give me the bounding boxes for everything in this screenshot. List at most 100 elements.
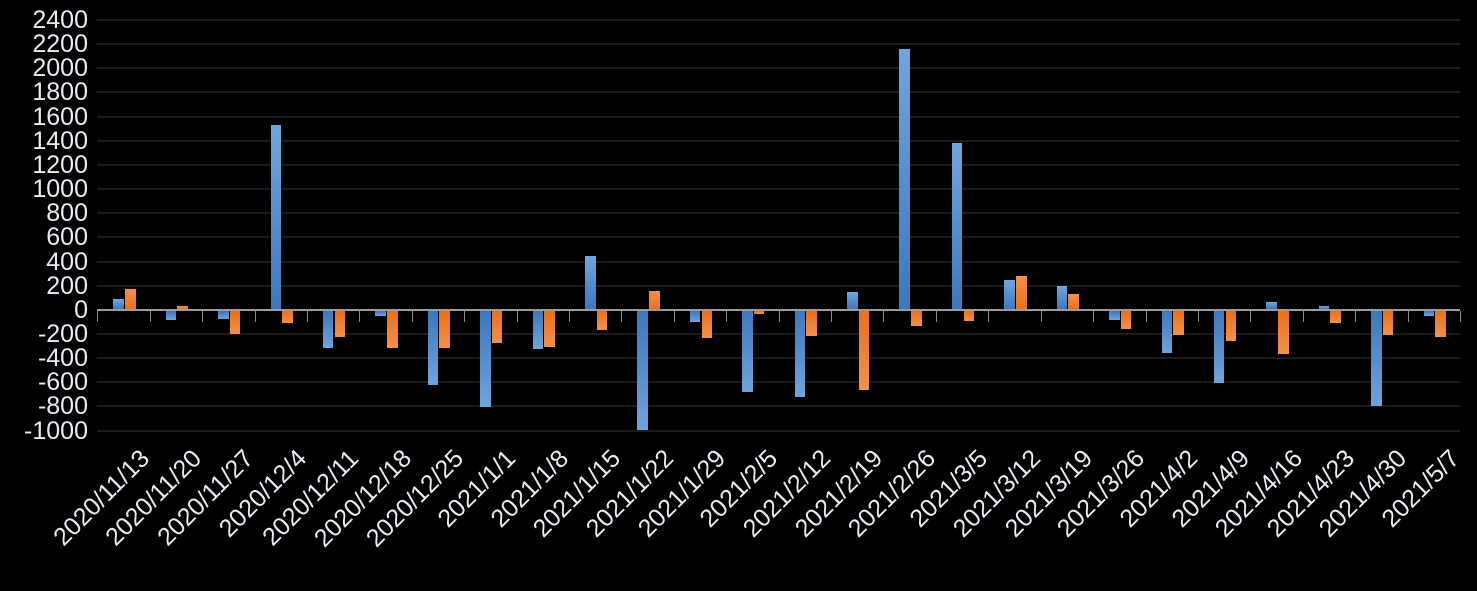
bar-blue [1056, 286, 1068, 309]
gridline [97, 332, 1460, 335]
y-axis-label: 2200 [32, 30, 88, 59]
bar-orange [1382, 310, 1394, 335]
y-axis-label: -600 [37, 368, 88, 397]
bar-orange [753, 310, 765, 314]
bar-blue [1371, 310, 1382, 407]
bar-blue [1109, 310, 1120, 320]
axis-tick [935, 310, 937, 322]
bar-blue [270, 125, 282, 309]
bar-orange [858, 310, 870, 391]
axis-tick [411, 310, 413, 322]
bar-blue [1161, 310, 1173, 354]
axis-tick [831, 310, 833, 322]
bar-orange [439, 310, 450, 349]
bar-orange [596, 310, 608, 331]
y-axis-label: 1600 [32, 102, 88, 131]
y-axis-label: 1800 [32, 78, 88, 107]
axis-tick [1040, 310, 1042, 322]
bar-orange [282, 310, 293, 323]
bar-blue [532, 310, 544, 350]
bar-blue [689, 310, 701, 322]
gridline [97, 405, 1460, 408]
bar-blue [427, 310, 439, 386]
axis-tick [149, 310, 151, 322]
axis-tick [1407, 310, 1409, 322]
y-axis-label: -200 [37, 319, 88, 348]
bar-orange [1068, 293, 1079, 309]
axis-tick [726, 310, 728, 322]
bar-orange [334, 310, 346, 337]
bar-orange [1225, 310, 1237, 341]
bar-blue [322, 310, 334, 348]
bar-blue [1266, 301, 1277, 309]
gridline [97, 429, 1460, 432]
axis-tick [1355, 310, 1357, 322]
bar-orange [387, 310, 398, 349]
bar-blue [1423, 310, 1435, 317]
bar-blue [165, 310, 177, 321]
axis-tick [1145, 310, 1147, 322]
gridline [97, 188, 1460, 191]
axis-tick [1197, 310, 1199, 322]
gridline [97, 212, 1460, 215]
y-axis-label: 800 [46, 199, 88, 228]
y-axis-label: 1200 [32, 150, 88, 179]
bar-orange [963, 310, 975, 322]
axis-tick [883, 310, 885, 322]
bar-orange [911, 310, 922, 327]
axis-tick [516, 310, 518, 322]
axis-tick [569, 310, 570, 322]
bar-blue [480, 310, 491, 408]
bar-orange [491, 310, 503, 343]
gridline [97, 236, 1460, 239]
y-axis-label: -1000 [24, 416, 88, 445]
bar-blue [794, 310, 806, 398]
y-axis-label: 400 [46, 247, 88, 276]
y-axis-label: 2400 [32, 6, 88, 34]
bar-orange [229, 310, 241, 335]
bar-orange [649, 291, 660, 309]
bar-blue [1004, 280, 1015, 309]
axis-tick [988, 310, 990, 322]
bar-blue [847, 292, 858, 309]
bar-blue [113, 299, 124, 309]
bar-orange [1435, 310, 1446, 337]
bar-orange [544, 310, 555, 348]
bar-orange [1278, 310, 1289, 355]
bar-orange [1120, 310, 1132, 329]
y-axis-label: 600 [46, 223, 88, 252]
bar-blue [742, 310, 753, 392]
axis-tick [464, 310, 466, 322]
axis-tick [306, 310, 308, 322]
y-axis-label: 200 [46, 271, 88, 300]
bar-orange [177, 305, 188, 309]
axis-tick [673, 310, 675, 322]
gridline [97, 19, 1460, 21]
bar-orange [1173, 310, 1184, 335]
gridline [97, 357, 1460, 360]
axis-tick [778, 310, 780, 322]
y-axis-label: -800 [37, 392, 88, 421]
gridline [97, 91, 1460, 94]
axis-tick [1093, 310, 1095, 322]
axis-tick [359, 310, 361, 322]
gridline [97, 284, 1460, 287]
axis-tick [1302, 310, 1304, 322]
axis-tick [1460, 310, 1461, 322]
bar-blue [951, 142, 963, 309]
bar-blue [1213, 310, 1225, 383]
x-axis-line [97, 308, 1460, 311]
bar-blue [585, 255, 596, 309]
bar-orange [806, 310, 817, 337]
axis-tick [202, 310, 204, 322]
bar-blue [899, 49, 910, 309]
axis-tick [621, 310, 623, 322]
gridline [97, 67, 1460, 70]
bar-blue [637, 310, 648, 431]
gridline [97, 139, 1460, 142]
bar-orange [125, 289, 136, 309]
y-axis-label: 2000 [32, 54, 88, 83]
bar-blue [375, 310, 386, 317]
axis-tick [254, 310, 256, 322]
